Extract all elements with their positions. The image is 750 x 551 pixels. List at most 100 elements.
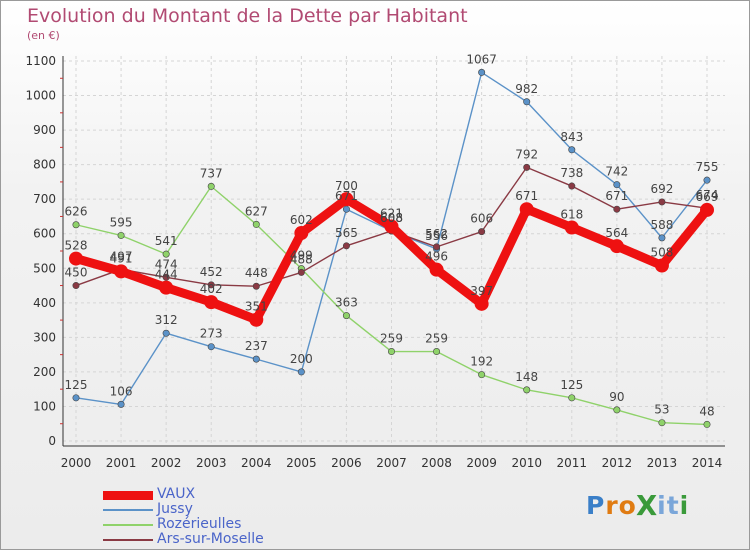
data-point-jussy	[478, 68, 486, 76]
legend-label: Jussy	[157, 501, 193, 517]
data-point-jussy	[523, 98, 531, 106]
data-point-roz-rieulles	[523, 386, 531, 394]
data-label-roz-rieulles: 259	[425, 332, 448, 346]
data-label-ars-sur-moselle: 738	[560, 166, 583, 180]
data-point-roz-rieulles	[387, 348, 395, 356]
data-label-jussy: 556	[425, 229, 448, 243]
logo-letter: t	[666, 491, 680, 520]
data-label-ars-sur-moselle: 608	[380, 211, 403, 225]
data-point-roz-rieulles	[658, 419, 666, 427]
x-tick-label: 2008	[421, 456, 452, 470]
data-label-ars-sur-moselle: 671	[605, 189, 628, 203]
data-point-jussy	[703, 176, 711, 184]
x-tick-label: 2003	[196, 456, 227, 470]
data-point-roz-rieulles	[478, 371, 486, 379]
x-tick-label: 2013	[647, 456, 678, 470]
y-tick-label: 0	[48, 434, 56, 448]
y-tick-label: 600	[33, 227, 56, 241]
data-point-vaux	[564, 220, 579, 235]
chart-title: Evolution du Montant de la Dette par Hab…	[27, 5, 468, 27]
data-point-roz-rieulles	[342, 312, 350, 320]
x-tick-label: 2005	[286, 456, 317, 470]
data-label-vaux: 491	[110, 251, 133, 265]
data-label-jussy: 843	[560, 130, 583, 144]
data-point-roz-rieulles	[207, 182, 215, 190]
data-label-jussy: 1067	[466, 52, 497, 66]
x-tick-label: 2006	[331, 456, 362, 470]
data-label-roz-rieulles: 125	[560, 378, 583, 392]
data-point-jussy	[72, 394, 80, 402]
data-point-vaux	[294, 226, 309, 241]
data-point-vaux	[159, 280, 174, 295]
data-point-ars-sur-moselle	[568, 182, 576, 190]
data-label-vaux: 528	[65, 239, 88, 253]
data-point-roz-rieulles	[72, 221, 80, 229]
data-point-ars-sur-moselle	[72, 282, 80, 290]
data-label-roz-rieulles: 595	[110, 215, 133, 229]
data-label-vaux: 602	[290, 213, 313, 227]
x-tick-label: 2001	[106, 456, 137, 470]
data-point-vaux	[384, 219, 399, 234]
logo-letter: P	[586, 491, 606, 520]
data-label-jussy: 312	[155, 313, 178, 327]
data-label-jussy: 237	[245, 339, 268, 353]
y-tick-label: 100	[33, 399, 56, 413]
data-label-ars-sur-moselle: 452	[200, 265, 223, 279]
data-point-jussy	[342, 205, 350, 213]
data-point-vaux	[339, 192, 354, 207]
y-tick-label: 400	[33, 296, 56, 310]
logo-letter: r	[605, 491, 619, 520]
x-tick-label: 2014	[692, 456, 723, 470]
data-point-jussy	[568, 146, 576, 154]
data-point-jussy	[658, 234, 666, 242]
data-point-vaux	[474, 296, 489, 311]
data-label-roz-rieulles: 192	[470, 355, 493, 369]
legend-swatch	[103, 509, 153, 511]
data-label-roz-rieulles: 499	[290, 249, 313, 263]
data-label-roz-rieulles: 53	[654, 403, 669, 417]
data-label-jussy: 982	[515, 82, 538, 96]
data-label-ars-sur-moselle: 565	[335, 226, 358, 240]
x-tick-label: 2010	[511, 456, 542, 470]
y-tick-label: 500	[33, 261, 56, 275]
data-point-roz-rieulles	[117, 231, 125, 239]
data-label-roz-rieulles: 541	[155, 234, 178, 248]
data-point-jussy	[252, 355, 260, 363]
data-label-vaux: 618	[560, 208, 583, 222]
data-point-roz-rieulles	[613, 406, 621, 414]
data-point-roz-rieulles	[433, 348, 441, 356]
y-tick-label: 200	[33, 365, 56, 379]
data-point-ars-sur-moselle	[342, 242, 350, 250]
data-label-ars-sur-moselle: 474	[155, 257, 178, 271]
data-point-roz-rieulles	[703, 420, 711, 428]
data-label-jussy: 608	[380, 211, 403, 225]
data-point-ars-sur-moselle	[162, 273, 170, 281]
data-label-roz-rieulles: 626	[65, 205, 88, 219]
data-label-ars-sur-moselle: 448	[245, 266, 268, 280]
data-label-ars-sur-moselle: 562	[425, 227, 448, 241]
y-tick-label: 1100	[25, 54, 56, 68]
data-label-jussy: 273	[200, 327, 223, 341]
data-point-vaux	[519, 202, 534, 217]
logo-letter: o	[618, 491, 637, 520]
legend-swatch	[103, 490, 153, 500]
data-label-vaux: 444	[155, 268, 178, 282]
data-label-ars-sur-moselle: 606	[470, 212, 493, 226]
y-tick-label: 900	[33, 123, 56, 137]
data-label-ars-sur-moselle: 450	[65, 266, 88, 280]
data-point-roz-rieulles	[252, 220, 260, 228]
x-tick-label: 2000	[61, 456, 92, 470]
data-label-roz-rieulles: 48	[699, 404, 714, 418]
legend-swatch	[103, 524, 153, 526]
data-label-vaux: 496	[425, 250, 448, 264]
data-label-roz-rieulles: 737	[200, 166, 223, 180]
data-label-vaux: 700	[335, 179, 358, 193]
data-label-vaux: 671	[515, 189, 538, 203]
data-point-jussy	[297, 368, 305, 376]
data-point-vaux	[609, 239, 624, 254]
data-label-ars-sur-moselle: 497	[110, 249, 133, 263]
data-point-vaux	[204, 295, 219, 310]
data-point-vaux	[69, 251, 83, 266]
x-tick-label: 2012	[602, 456, 633, 470]
